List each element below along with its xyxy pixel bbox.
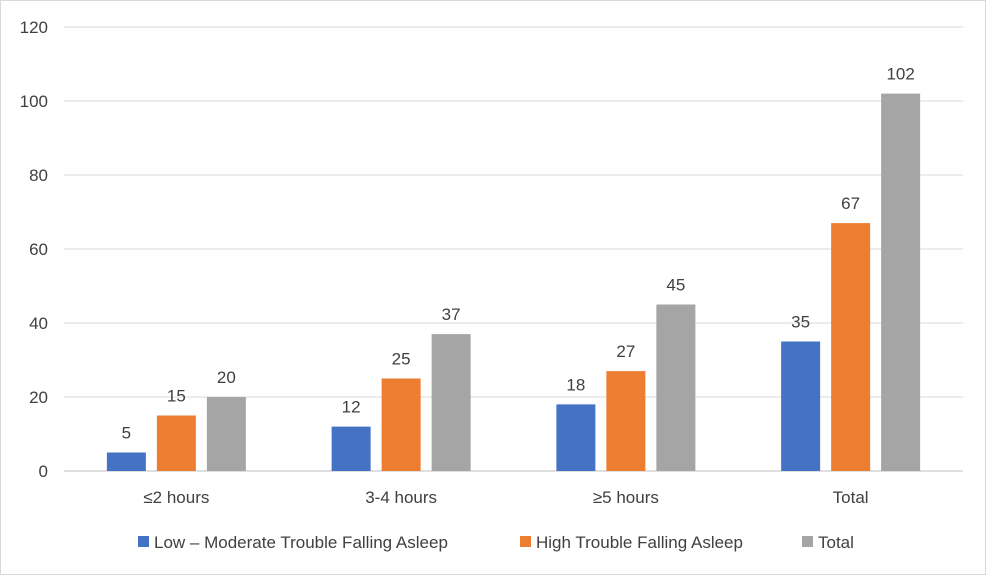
bar xyxy=(381,378,421,471)
data-label: 20 xyxy=(217,368,236,387)
legend-swatch xyxy=(802,536,813,547)
legend-swatch xyxy=(520,536,531,547)
legend-label: High Trouble Falling Asleep xyxy=(536,533,743,552)
data-label: 37 xyxy=(442,305,461,324)
bar xyxy=(781,341,821,471)
data-label: 15 xyxy=(167,387,186,406)
data-label: 25 xyxy=(392,350,411,369)
bar xyxy=(656,304,696,471)
data-label: 45 xyxy=(666,276,685,295)
x-category-label: ≥5 hours xyxy=(593,488,659,507)
y-tick-label: 60 xyxy=(29,240,48,259)
bar xyxy=(831,223,871,471)
bar xyxy=(556,404,596,471)
data-labels: 5 15 20 12 25 37 18 27 45 35 67 102 xyxy=(122,65,915,443)
bars xyxy=(106,93,921,471)
legend-label: Total xyxy=(818,533,854,552)
data-label: 18 xyxy=(566,375,585,394)
y-tick-label: 80 xyxy=(29,166,48,185)
bar xyxy=(331,426,371,471)
y-tick-label: 120 xyxy=(20,18,48,37)
bar xyxy=(881,93,921,471)
y-tick-label: 100 xyxy=(20,92,48,111)
data-label: 35 xyxy=(791,313,810,332)
y-tick-label: 20 xyxy=(29,388,48,407)
gridlines xyxy=(64,26,963,472)
legend: Low – Moderate Trouble Falling Asleep Hig… xyxy=(138,533,854,552)
y-tick-label: 40 xyxy=(29,314,48,333)
x-axis-categories: ≤2 hours 3-4 hours ≥5 hours Total xyxy=(143,488,868,507)
legend-label: Low – Moderate Trouble Falling Asleep xyxy=(154,533,448,552)
bar xyxy=(606,371,646,471)
bar xyxy=(106,452,146,471)
data-label: 67 xyxy=(841,194,860,213)
bar xyxy=(431,334,471,471)
data-label: 27 xyxy=(616,342,635,361)
data-label: 102 xyxy=(886,65,914,84)
y-axis-ticks: 0 20 40 60 80 100 120 xyxy=(20,18,48,481)
x-category-label: 3-4 hours xyxy=(365,488,437,507)
bar xyxy=(206,397,246,471)
data-label: 5 xyxy=(122,424,131,443)
x-category-label: Total xyxy=(833,488,869,507)
legend-swatch xyxy=(138,536,149,547)
data-label: 12 xyxy=(342,398,361,417)
bar xyxy=(156,415,196,471)
x-category-label: ≤2 hours xyxy=(143,488,209,507)
y-tick-label: 0 xyxy=(39,462,48,481)
